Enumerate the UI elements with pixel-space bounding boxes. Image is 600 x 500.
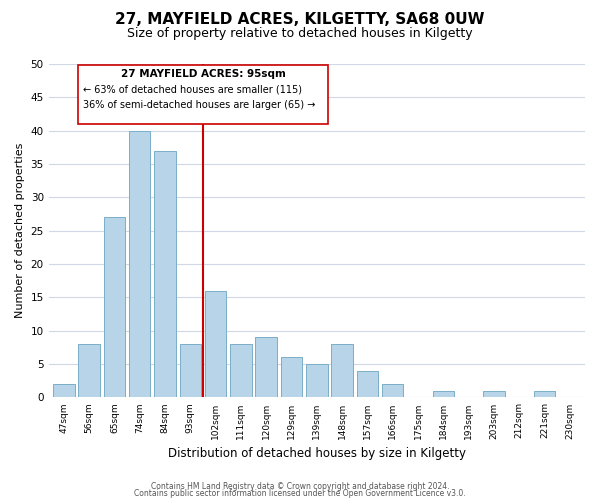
Bar: [256, 338, 277, 398]
Bar: [306, 364, 328, 398]
Text: Contains HM Land Registry data © Crown copyright and database right 2024.: Contains HM Land Registry data © Crown c…: [151, 482, 449, 491]
Text: ← 63% of detached houses are smaller (115): ← 63% of detached houses are smaller (11…: [83, 84, 302, 94]
Bar: [154, 150, 176, 398]
Bar: [230, 344, 251, 398]
Bar: [179, 344, 201, 398]
Bar: [205, 290, 226, 398]
Bar: [382, 384, 403, 398]
Bar: [356, 371, 378, 398]
Bar: [129, 130, 151, 398]
Bar: [483, 391, 505, 398]
FancyBboxPatch shape: [78, 66, 328, 124]
Bar: [104, 218, 125, 398]
Text: 36% of semi-detached houses are larger (65) →: 36% of semi-detached houses are larger (…: [83, 100, 315, 110]
Text: Contains public sector information licensed under the Open Government Licence v3: Contains public sector information licen…: [134, 490, 466, 498]
Text: Size of property relative to detached houses in Kilgetty: Size of property relative to detached ho…: [127, 28, 473, 40]
Bar: [53, 384, 74, 398]
Bar: [331, 344, 353, 398]
Text: 27 MAYFIELD ACRES: 95sqm: 27 MAYFIELD ACRES: 95sqm: [121, 70, 286, 80]
Text: 27, MAYFIELD ACRES, KILGETTY, SA68 0UW: 27, MAYFIELD ACRES, KILGETTY, SA68 0UW: [115, 12, 485, 26]
Bar: [433, 391, 454, 398]
Bar: [79, 344, 100, 398]
X-axis label: Distribution of detached houses by size in Kilgetty: Distribution of detached houses by size …: [168, 447, 466, 460]
Y-axis label: Number of detached properties: Number of detached properties: [15, 143, 25, 318]
Bar: [534, 391, 555, 398]
Bar: [281, 358, 302, 398]
